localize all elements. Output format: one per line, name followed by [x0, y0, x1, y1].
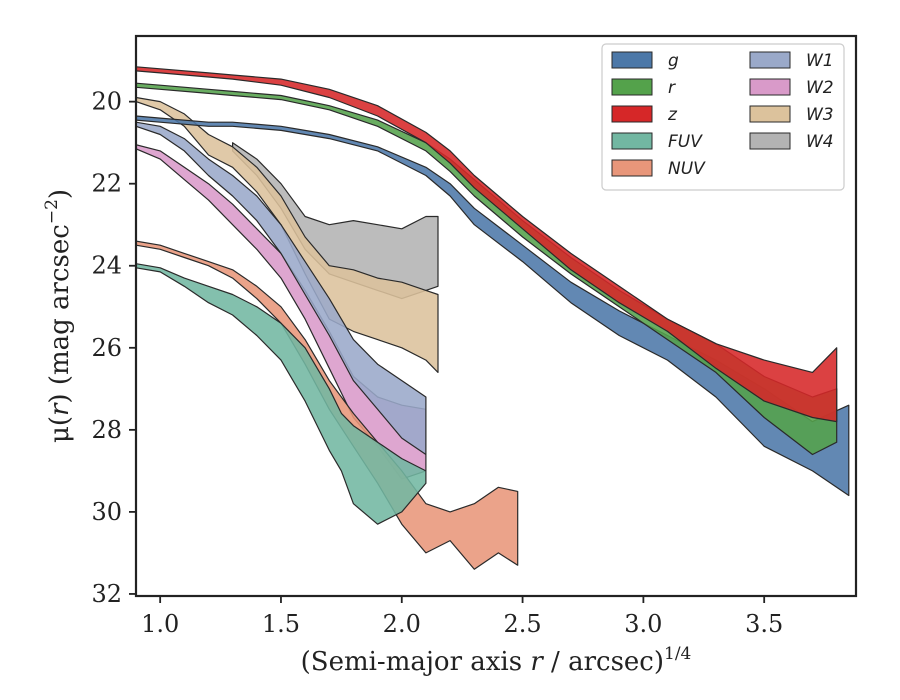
x-axis-ticks: 1.0 1.5 2.0 2.5 3.0 3.5: [141, 596, 783, 638]
y-tick-label: 26: [91, 334, 122, 362]
y-axis-ticks: 20 22 24 26 28 30 32: [91, 88, 136, 608]
band-r: [136, 82, 838, 456]
band-z: [136, 66, 838, 423]
legend-label-fuv: FUV: [668, 132, 703, 152]
band-nuv: [136, 240, 519, 570]
legend-label-w4: W4: [806, 132, 834, 152]
y-tick-label: 22: [91, 170, 122, 198]
legend-swatch-fuv: [611, 132, 653, 150]
y-axis-label: μ(r) (mag arcsec−2): [42, 189, 75, 443]
x-tick-label: 3.5: [745, 610, 783, 638]
x-tick-label: 1.5: [262, 610, 300, 638]
band-g: [136, 115, 850, 497]
band-layer: [136, 66, 850, 570]
legend-label-w2: W2: [806, 78, 834, 98]
legend-label-nuv: NUV: [668, 159, 706, 179]
legend: grz FUV NUV W1 W2 W3 W4: [601, 43, 845, 191]
legend-label-z: z: [667, 105, 678, 125]
x-tick-label: 2.0: [383, 610, 421, 638]
legend-swatch-w3: [749, 105, 791, 123]
y-tick-label: 20: [91, 88, 122, 116]
legend-label-w1: W1: [806, 51, 834, 71]
plot-frame: [134, 34, 858, 598]
legend-label-w3: W3: [806, 105, 834, 125]
band-fuv: [136, 263, 427, 525]
legend-label-r: r: [668, 78, 676, 98]
legend-swatch-nuv: [611, 159, 653, 177]
legend-swatch-r: [611, 78, 653, 96]
legend-label-g: g: [668, 51, 679, 71]
legend-swatch-g: [611, 51, 653, 69]
y-tick-label: 24: [91, 252, 122, 280]
x-tick-label: 1.0: [141, 610, 179, 638]
x-tick-label: 2.5: [503, 610, 541, 638]
x-tick-label: 3.0: [624, 610, 662, 638]
y-tick-label: 28: [91, 416, 122, 444]
legend-swatch-w2: [749, 78, 791, 96]
legend-swatch-z: [611, 105, 653, 123]
y-tick-label: 32: [91, 580, 122, 608]
x-axis-label: (Semi-major axis r / arcsec)1/4: [301, 644, 692, 677]
band-w1: [136, 121, 427, 456]
legend-swatch-w1: [749, 51, 791, 69]
y-tick-label: 30: [91, 498, 122, 526]
legend-swatch-w4: [749, 132, 791, 150]
